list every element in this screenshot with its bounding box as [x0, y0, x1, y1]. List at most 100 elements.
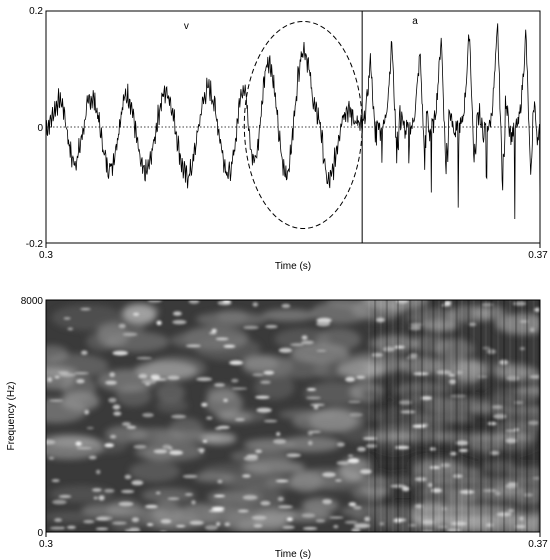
spectrogram-speckle: [201, 402, 208, 407]
spectrogram-speckle: [184, 493, 193, 496]
spectrogram-dark-band: [362, 411, 540, 417]
spectrogram-speckle: [131, 517, 140, 523]
spectrogram-speckle: [365, 444, 378, 448]
spectrogram-speckle: [63, 317, 71, 320]
x-axis-title: Time (s): [275, 261, 311, 272]
spectrogram-speckle: [189, 520, 204, 525]
spectrogram-speckle: [308, 440, 313, 446]
y-tick-label: 0: [37, 528, 43, 539]
spectrogram-speckle: [155, 491, 161, 495]
y-tick-label: 0: [37, 123, 43, 134]
spectrogram-speckle: [276, 432, 281, 436]
spectrogram-speckle: [142, 413, 154, 418]
spectrogram-speckle: [507, 482, 518, 486]
spectrogram-speckle: [253, 524, 263, 528]
spectrogram-blob: [96, 320, 145, 337]
spectrogram-speckle: [456, 370, 463, 375]
spectrogram-speckle: [124, 474, 132, 480]
spectrogram-striation: [472, 300, 475, 532]
spectrogram-speckle: [251, 515, 267, 520]
spectrogram-blob: [236, 487, 285, 513]
spectrogram-speckle: [351, 527, 361, 532]
spectrogram-speckle: [256, 407, 272, 413]
spectrogram-speckle: [450, 451, 457, 456]
spectrogram-striations: [367, 300, 540, 532]
spectrogram-blob: [168, 417, 204, 442]
spectrogram-speckle: [315, 519, 326, 523]
spectrogram-speckle: [191, 500, 196, 505]
spectrogram-blob: [46, 511, 104, 523]
spectrogram-speckle: [80, 308, 91, 311]
spectrogram-speckle: [301, 340, 314, 345]
spectrogram-blob: [313, 359, 346, 380]
spectrogram-speckle: [382, 346, 395, 352]
spectrogram-speckle: [224, 522, 231, 527]
spectrogram-blob: [129, 460, 180, 483]
spectrogram-speckles: [46, 300, 540, 532]
spectrogram-speckle: [231, 378, 239, 383]
spectrogram-speckle: [118, 501, 134, 507]
spectrogram-speckle: [505, 429, 518, 432]
spectrogram-speckle: [255, 395, 270, 399]
spectrogram-dark-band: [362, 472, 540, 480]
spectrogram-speckle: [344, 520, 358, 524]
spectrogram-speckle: [306, 388, 317, 391]
spectrogram-speckle: [402, 486, 410, 492]
spectrogram-speckle: [59, 373, 76, 377]
spectrogram-blob: [494, 363, 535, 377]
spectrogram-speckle: [491, 405, 503, 409]
spectrogram-speckle: [394, 518, 407, 522]
spectrogram-striation: [414, 300, 417, 532]
spectrogram-speckle: [104, 443, 114, 448]
spectrogram-dark-band: [362, 402, 540, 409]
spectrogram-speckle: [118, 323, 126, 329]
spectrogram-speckle: [512, 301, 527, 306]
spectrogram-speckle: [532, 476, 540, 480]
spectrogram-blob: [46, 345, 69, 363]
spectrogram-speckle: [395, 300, 409, 304]
spectrogram-speckle: [409, 353, 418, 358]
x-tick-label: 0.37: [528, 539, 548, 550]
spectrogram-speckle: [48, 456, 55, 460]
spectrogram-speckle: [84, 409, 89, 415]
spectrogram-speckle: [213, 494, 226, 498]
spectrogram-speckle: [307, 430, 313, 436]
spectrogram-blob: [243, 438, 296, 451]
spectrogram-speckle: [371, 352, 383, 357]
spectrogram-speckle: [534, 307, 540, 312]
spectrogram-speckle: [306, 396, 321, 400]
spectrogram-speckle: [252, 302, 258, 307]
spectrogram-speckle: [273, 439, 287, 444]
spectrogram-striation: [509, 300, 512, 532]
spectrogram-speckle: [214, 383, 225, 387]
spectrogram-speckle: [436, 370, 452, 375]
spectrogram-striation: [460, 300, 464, 532]
spectrogram-speckle: [81, 350, 88, 355]
spectrogram-speckle: [394, 445, 410, 450]
spectrogram-speckle: [337, 442, 345, 447]
spectrogram-speckle: [316, 321, 331, 327]
spectrogram-dark-band: [362, 482, 540, 489]
segment-label-v: v: [184, 21, 189, 32]
spectrogram-speckle: [427, 482, 433, 488]
spectrogram-blob: [290, 343, 350, 363]
spectrogram-speckle: [353, 505, 362, 510]
spectrogram-blob: [406, 308, 459, 326]
spectrogram-speckle: [124, 529, 141, 532]
spectrogram-speckle: [523, 493, 534, 497]
spectrogram-speckle: [481, 303, 494, 307]
spectrogram-speckle: [282, 525, 295, 529]
spectrogram-speckle: [237, 509, 249, 513]
spectrogram-speckle: [515, 525, 526, 529]
spectrogram-speckle: [196, 377, 213, 382]
spectrogram-speckle: [455, 440, 469, 446]
segment-label-a: a: [412, 16, 418, 27]
spectrogram-speckle: [95, 517, 109, 521]
spectrogram-speckle: [52, 499, 67, 505]
spectrogram-speckle: [322, 472, 336, 478]
spectrogram-striation: [467, 300, 470, 532]
spectrogram-speckle: [316, 349, 327, 352]
spectrogram-speckle: [450, 394, 467, 398]
spectrogram-speckle: [217, 300, 232, 306]
spectrogram-speckle: [375, 317, 385, 323]
